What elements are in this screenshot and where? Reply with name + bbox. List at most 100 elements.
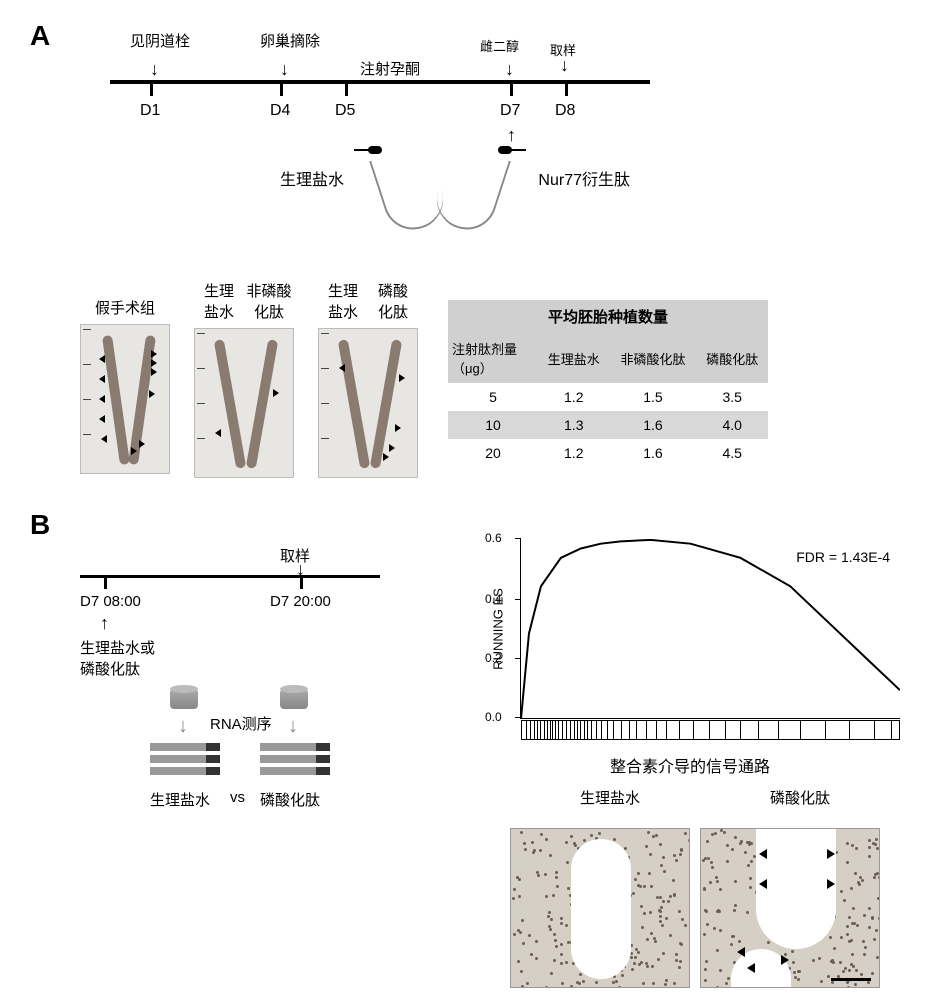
specimens: 假手术组 <box>80 280 418 479</box>
reads-icon <box>260 743 330 779</box>
ruler-icon <box>321 333 329 473</box>
table-row: 5 1.2 1.5 3.5 <box>448 383 768 411</box>
rnaseq-left-label: 生理盐水 <box>150 789 210 810</box>
timeline-a: 见阴道栓 卵巢摘除 注射孕酮 雌二醇 取样 ↓ ↓ ↓ ↓ D1 D4 D5 D… <box>110 30 670 150</box>
histo-title: 磷酸化肽 <box>710 787 890 808</box>
arrow-down-icon: ↓ <box>150 60 159 78</box>
arrowhead-icon <box>389 444 395 452</box>
spec-title: 生理 盐水 <box>319 280 367 322</box>
tl-time: D7 20:00 <box>270 593 331 610</box>
arrow-up-icon: ↑ <box>100 613 109 634</box>
arrowhead-icon <box>383 453 389 461</box>
timeline-line <box>110 80 650 84</box>
tl-label-plug: 见阴道栓 <box>130 30 190 51</box>
spec-group-nonphos: 生理 盐水 非磷酸 化肽 <box>194 280 294 478</box>
tl-tick <box>150 80 153 96</box>
cell: 4.0 <box>696 411 768 439</box>
panel-b-right: RUNNING ES FDR = 1.43E-4 0.0 0.2 0.4 0.6… <box>480 539 900 988</box>
panel-b-row: 取样 ↓ D7 08:00 D7 20:00 ↑ 生理盐水或 磷酸化肽 ↓ ↓ … <box>80 539 914 988</box>
arrowhead-icon <box>131 447 137 455</box>
spec-group-sham: 假手术组 <box>80 280 170 479</box>
tl-day: D5 <box>335 102 355 120</box>
histology: β3-整合素 <box>510 828 900 988</box>
spec-image <box>194 328 294 478</box>
spec-title: 磷酸 化肽 <box>369 280 417 322</box>
sample-icon <box>170 689 198 709</box>
tl-day: D7 <box>500 102 520 120</box>
reads-icon <box>150 743 220 779</box>
arrowhead-icon <box>273 389 279 397</box>
arrowhead-icon <box>827 849 835 859</box>
cell: 1.6 <box>610 411 697 439</box>
histo-titles: 生理盐水 磷酸化肽 <box>510 787 900 808</box>
spec-title: 假手术组 <box>80 280 170 318</box>
tl-day: D8 <box>555 102 575 120</box>
arrowhead-icon <box>399 374 405 382</box>
tl-label: 取样 <box>280 545 310 566</box>
ruler-icon <box>83 329 91 469</box>
tl-below-label: 生理盐水或 磷酸化肽 <box>80 637 440 679</box>
panel-b-label: B <box>30 509 50 541</box>
arrowhead-icon <box>139 440 145 448</box>
cell: 1.2 <box>538 383 610 411</box>
spec-image <box>318 328 418 478</box>
sample-icon <box>280 689 308 709</box>
gsea-plot: RUNNING ES FDR = 1.43E-4 0.0 0.2 0.4 0.6 <box>520 539 900 719</box>
spec-title-pair: 生理 盐水 磷酸 化肽 <box>318 280 418 322</box>
needle-icon <box>508 149 526 151</box>
horn <box>246 339 278 469</box>
arrow-down-icon: ↓ <box>178 715 188 738</box>
histo-phospho <box>700 828 880 988</box>
timeline-b: 取样 ↓ D7 08:00 D7 20:00 ↑ <box>80 539 400 619</box>
spec-image <box>80 324 170 474</box>
arrow-up-icon: ↑ <box>507 126 516 144</box>
arrowhead-icon <box>99 375 105 383</box>
rnaseq-vs: vs <box>230 789 245 806</box>
panel-b: B 取样 ↓ D7 08:00 D7 20:00 ↑ 生理盐水或 磷酸化肽 <box>30 509 914 988</box>
arrowhead-icon <box>215 429 221 437</box>
cell: 1.3 <box>538 411 610 439</box>
rnaseq-schematic: ↓ ↓ RNA测序 生理盐水 vs 磷酸化肽 <box>80 689 380 869</box>
spec-group-phos: 生理 盐水 磷酸 化肽 <box>318 280 418 478</box>
uterus-right-label: Nur77衍生肽 <box>538 166 630 190</box>
timeline-line <box>80 575 380 578</box>
tl-tick <box>345 80 348 96</box>
table-title: 平均胚胎种植数量 <box>448 300 768 333</box>
gsea-caption: 整合素介导的信号通路 <box>480 753 900 777</box>
arrow-down-icon: ↓ <box>505 60 514 78</box>
cell: 20 <box>448 439 538 467</box>
cell: 5 <box>448 383 538 411</box>
arrowhead-icon <box>339 364 345 372</box>
ylabel: 0.4 <box>485 592 502 606</box>
table-row: 10 1.3 1.6 4.0 <box>448 411 768 439</box>
arrowhead-icon <box>99 355 105 363</box>
arrowhead-icon <box>151 368 157 376</box>
scalebar-icon <box>831 978 871 981</box>
arrowhead-icon <box>151 359 157 367</box>
tl-tick <box>280 80 283 96</box>
cell: 4.5 <box>696 439 768 467</box>
arrowhead-icon <box>827 879 835 889</box>
horn <box>338 339 370 469</box>
uterus-left-label: 生理盐水 <box>280 166 344 190</box>
cell: 1.6 <box>610 439 697 467</box>
lumen <box>571 839 631 979</box>
tl-tick <box>565 80 568 96</box>
horn <box>214 339 246 469</box>
arrowhead-icon <box>747 963 755 973</box>
arrowhead-icon <box>759 849 767 859</box>
table-header: 注射肽剂量（μg） <box>448 333 538 383</box>
histo-title: 生理盐水 <box>520 787 700 808</box>
rnaseq-label: RNA测序 <box>210 713 272 734</box>
arrow-down-icon: ↓ <box>280 60 289 78</box>
implantation-table: 平均胚胎种植数量 注射肽剂量（μg） 生理盐水 非磷酸化肽 磷酸化肽 5 1.2… <box>448 300 768 467</box>
cell: 1.2 <box>538 439 610 467</box>
arrow-down-icon: ↓ <box>288 715 298 738</box>
panel-a-lower-row: 假手术组 <box>80 270 914 479</box>
table-header: 非磷酸化肽 <box>610 333 697 383</box>
cell: 3.5 <box>696 383 768 411</box>
arrow-down-icon: ↓ <box>296 559 305 580</box>
arrowhead-icon <box>151 350 157 358</box>
uterus-schematic: 生理盐水 Nur77衍生肽 <box>350 150 530 270</box>
tl-label-p4: 注射孕酮 <box>360 58 420 79</box>
